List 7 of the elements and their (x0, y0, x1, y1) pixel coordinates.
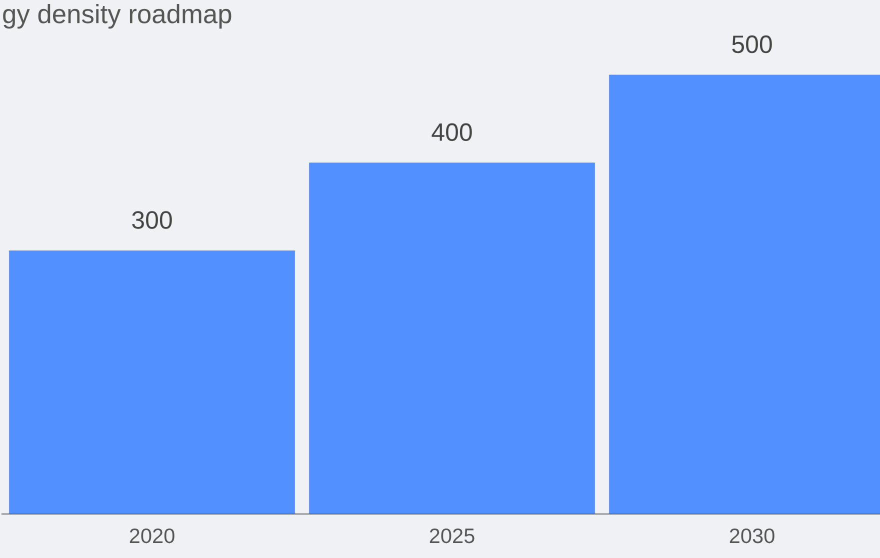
data-label: 500 (732, 35, 772, 54)
data-label: 400 (432, 123, 472, 141)
x-tick-label: 2020 (130, 528, 174, 544)
chart-title: gy density roadmap (3, 4, 232, 29)
x-tick-label: 2030 (730, 528, 774, 544)
data-label: 300 (132, 211, 172, 229)
x-tick-label: 2025 (430, 528, 474, 544)
